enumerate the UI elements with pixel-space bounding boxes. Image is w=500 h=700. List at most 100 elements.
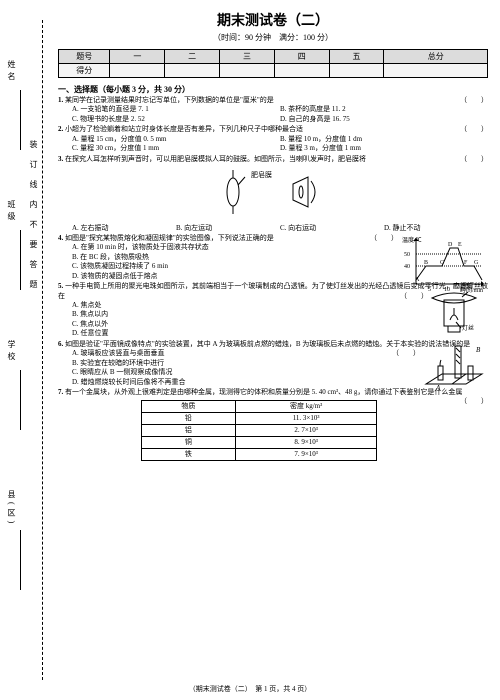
density-head: 密度 kg/m³ [235, 401, 376, 413]
density-cell: 铁 [141, 449, 235, 461]
q5-opt-b: B. 焦点以内 [72, 310, 432, 319]
score-col: 三 [220, 50, 275, 64]
binding-gutter: 姓名 班级 学校 县(区) 装订线内不要答题 [0, 0, 58, 700]
fig-bot: 灯丝 [462, 324, 474, 332]
table-row: 题号 一 二 三 四 五 总分 [59, 50, 488, 64]
fold-dashline [42, 20, 43, 680]
q3-figure: 肥皂膜 [58, 167, 488, 220]
pt: F [464, 260, 468, 266]
gutter-line [20, 370, 21, 430]
score-col: 一 [110, 50, 165, 64]
gutter-line [20, 530, 21, 590]
gutter-label-class: 班级 [6, 200, 17, 224]
score-col: 题号 [59, 50, 110, 64]
table-row: 铁7. 9×10³ [141, 449, 377, 461]
question-5: 凸透镜 灯丝 5. 一种手电筒上所用的聚光电珠如图所示，其前端相当于一个玻璃制成… [58, 282, 488, 339]
score-table: 题号 一 二 三 四 五 总分 得分 [58, 49, 488, 78]
table-row: 得分 [59, 64, 488, 78]
q6-text: 如图是验证"平面镜成像特点"的实验装置，其中 A 为玻璃板前点燃的蜡烛，B 为玻… [65, 340, 470, 348]
q1-opt-a: A. 一支铅笔的直径是 7. 1 [72, 105, 280, 114]
gutter-instruction: 装订线内不要答题 [28, 140, 39, 300]
q1-opt-c: C. 物理书的长度是 2. 52 [72, 115, 280, 124]
density-cell: 铜 [141, 437, 235, 449]
answer-blank: （ ） [460, 125, 488, 134]
ylabel: 温度/℃ [402, 236, 422, 244]
score-cell [165, 64, 220, 78]
score-cell [220, 64, 275, 78]
q3-opt-a: A. 左右振动 [72, 224, 176, 233]
gutter-line [20, 90, 21, 150]
q1-opt-b: B. 茶杯的高度是 11. 2 [280, 105, 488, 114]
q7-stem: 7. 有一个金属块，从外观上很难判定是由哪种金属，现测得它的体积和质量分别是 5… [58, 388, 462, 396]
q4-opt-d: D. 该物质的凝固点低于熔点 [72, 272, 402, 281]
answer-blank: （ ） [392, 349, 420, 358]
q5-stem: 5. 一种手电筒上所用的聚光电珠如图所示，其前端相当于一个玻璃制成的凸透镜。为了… [58, 282, 488, 299]
ytick: 40 [404, 264, 410, 270]
answer-blank: （ ） [400, 292, 428, 301]
pt: B [424, 260, 428, 266]
question-7: 7. 有一个金属块，从外观上很难判定是由哪种金属，现测得它的体积和质量分别是 5… [58, 388, 488, 461]
soap-film-speaker-icon: 肥皂膜 [173, 167, 373, 217]
q6-stem: 6. 如图是验证"平面镜成像特点"的实验装置，其中 A 为玻璃板前点燃的蜡烛，B… [58, 340, 470, 348]
pt: E [458, 242, 462, 248]
fig-b: B [476, 346, 481, 354]
q1-text: 某同学在记录测量结果时忘记写单位，下列数据的单位是"厘米"的是 [65, 96, 274, 104]
table-row: 物质 密度 kg/m³ [141, 401, 377, 413]
density-cell: 11. 3×10³ [235, 413, 376, 425]
page-footer: （期末测试卷（二） 第 1 页，共 4 页） [0, 684, 500, 694]
score-col: 五 [329, 50, 384, 64]
table-row: 铝2. 7×10³ [141, 425, 377, 437]
table-row: 铜8. 9×10³ [141, 437, 377, 449]
answer-blank: （ ） [460, 155, 488, 164]
q3-stem: 3. 在探究人耳怎样听到声音时，可以用肥皂膜模拟人耳的鼓膜。如图所示，当喇叭发声… [58, 155, 366, 163]
q5-figure: 凸透镜 灯丝 [426, 280, 482, 343]
density-head: 物质 [141, 401, 235, 413]
density-cell: 7. 9×10³ [235, 449, 376, 461]
density-cell: 铅 [141, 413, 235, 425]
gutter-label-county: 县(区) [6, 490, 17, 527]
q2-stem: 2. 小超为了检验躺着和站立时身体长度是否有差异，下列几种尺子中哪种最合适（ ） [58, 125, 303, 133]
question-4: 温度/℃ 时间/min 50 40 5 10 15 A B C D E F G … [58, 234, 488, 281]
score-cell [384, 64, 488, 78]
score-col: 四 [274, 50, 329, 64]
gutter-label-name: 姓名 [6, 60, 17, 84]
q2-opt-c: C. 量程 30 cm，分度值 1 mm [72, 144, 280, 153]
question-6: A B 6. 如图是验证"平面镜成像特点"的实验装置，其中 A 为玻璃板前点燃的… [58, 340, 488, 387]
q4-opt-b: B. 在 BC 段，该物质吸热 [72, 253, 402, 262]
q1-stem: 1. 某同学在记录测量结果时忘记写单位，下列数据的单位是"厘米"的是（ ） [58, 96, 274, 104]
answer-blank: （ ） [370, 234, 398, 243]
answer-blank: （ ） [460, 96, 488, 105]
q5-opt-d: D. 任意位置 [72, 329, 432, 338]
q4-opt-c: C. 该物质凝固过程持续了 6 min [72, 262, 402, 271]
question-3: 3. 在探究人耳怎样听到声音时，可以用肥皂膜模拟人耳的鼓膜。如图所示，当喇叭发声… [58, 155, 488, 233]
q6-opt-a: A. 玻璃板应该竖直与桌面垂直 [72, 349, 422, 358]
question-1: 1. 某同学在记录测量结果时忘记写单位，下列数据的单位是"厘米"的是（ ） A.… [58, 96, 488, 124]
pt: D [448, 242, 453, 248]
q7-text: 有一个金属块，从外观上很难判定是由哪种金属，现测得它的体积和质量分别是 5. 4… [65, 388, 462, 396]
q5-opt-a: A. 焦点处 [72, 301, 432, 310]
q6-opt-c: C. 眼睛应从 B 一侧观察成像情况 [72, 368, 422, 377]
q3-text: 在探究人耳怎样听到声音时，可以用肥皂膜模拟人耳的鼓膜。如图所示，当喇叭发声时，肥… [65, 155, 366, 163]
q5-opt-c: C. 焦点以外 [72, 320, 432, 329]
score-cell [274, 64, 329, 78]
lens-bulb-icon: 凸透镜 灯丝 [426, 280, 482, 340]
question-2: 2. 小超为了检验躺着和站立时身体长度是否有差异，下列几种尺子中哪种最合适（ ）… [58, 125, 488, 153]
density-cell: 2. 7×10³ [235, 425, 376, 437]
score-col: 总分 [384, 50, 488, 64]
q2-opt-b: B. 量程 10 m，分度值 1 dm [280, 135, 488, 144]
exam-subtitle: （时间：90 分钟 满分：100 分） [58, 32, 488, 43]
exam-title: 期末测试卷（二） [58, 10, 488, 30]
gutter-label-school: 学校 [6, 340, 17, 364]
plane-mirror-icon: A B [422, 340, 486, 394]
q2-opt-a: A. 量程 15 cm，分度值 0. 5 mm [72, 135, 280, 144]
density-cell: 8. 9×10³ [235, 437, 376, 449]
q4-stem: 4. 如图是"探究某物质熔化和凝固规律"的实验图像，下列说法正确的是（ ） [58, 234, 274, 242]
score-cell [329, 64, 384, 78]
q3-opt-c: C. 向右运动 [280, 224, 384, 233]
density-cell: 铝 [141, 425, 235, 437]
gutter-line [20, 230, 21, 290]
table-row: 铅11. 3×10³ [141, 413, 377, 425]
q3-opt-d: D. 静止不动 [384, 224, 488, 233]
section-heading: 一、选择题（每小题 3 分，共 30 分） [58, 84, 488, 95]
pt: C [440, 260, 444, 266]
